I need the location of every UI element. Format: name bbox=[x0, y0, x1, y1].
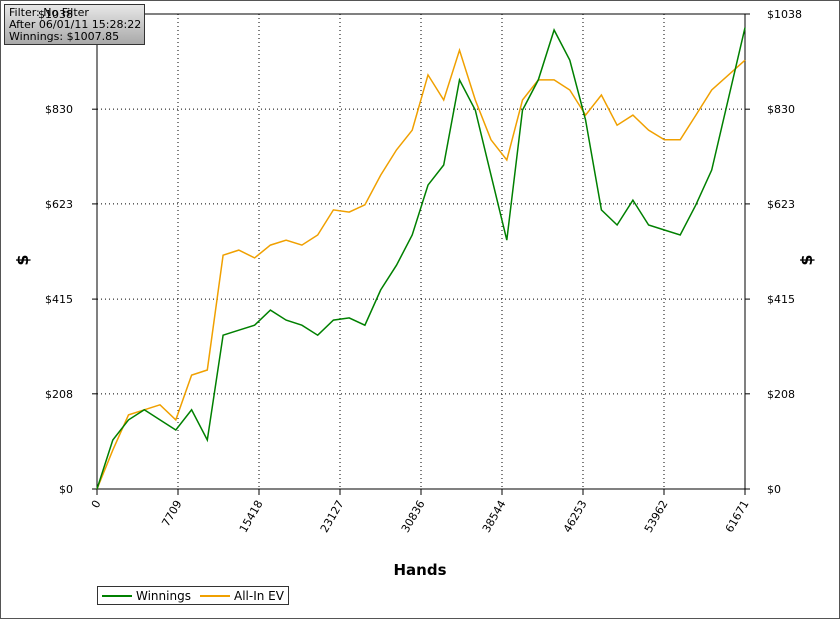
y2-axis-label: $ bbox=[797, 254, 816, 265]
y-tick-label: $1038 bbox=[38, 8, 73, 21]
y-tick-label: $208 bbox=[45, 388, 73, 401]
y2-tick-label: $1038 bbox=[767, 8, 802, 21]
y2-tick-label: $415 bbox=[767, 293, 795, 306]
plot-background bbox=[96, 13, 746, 490]
legend-label: All-In EV bbox=[234, 589, 285, 603]
x-axis-label: Hands bbox=[393, 561, 446, 579]
series-line bbox=[96, 47, 746, 490]
plot-area bbox=[92, 13, 750, 495]
info-line: Winnings: $1007.85 bbox=[9, 30, 119, 43]
y-tick-label: $830 bbox=[45, 103, 73, 116]
legend-label: Winnings bbox=[136, 589, 191, 603]
legend: Winnings All-In EV bbox=[97, 586, 289, 605]
info-box: Filter: No Filter After 06/01/11 15:28:2… bbox=[4, 4, 145, 45]
y2-tick-label: $0 bbox=[767, 483, 781, 496]
y-tick-label: $623 bbox=[45, 198, 73, 211]
y-axis-label: $ bbox=[13, 254, 32, 265]
series-line bbox=[96, 27, 746, 490]
info-line: After 06/01/11 15:28:22 bbox=[9, 18, 141, 31]
y-tick-label: $0 bbox=[59, 483, 73, 496]
y2-tick-label: $623 bbox=[767, 198, 795, 211]
y-tick-label: $415 bbox=[45, 293, 73, 306]
info-line: Filter: No Filter bbox=[9, 6, 89, 19]
y2-tick-label: $208 bbox=[767, 388, 795, 401]
y2-tick-label: $830 bbox=[767, 103, 795, 116]
